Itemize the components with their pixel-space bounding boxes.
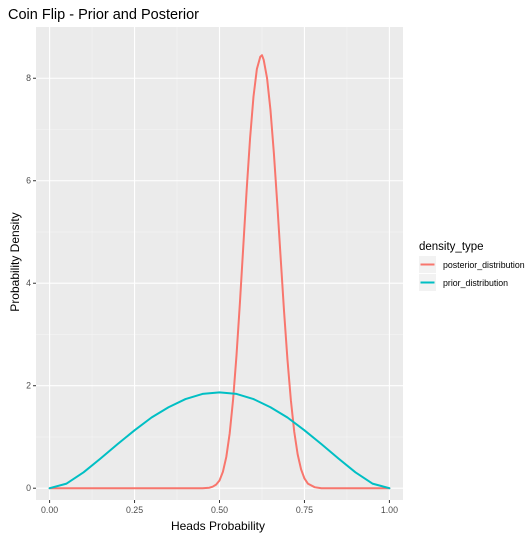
y-tick-label: 0	[26, 483, 31, 493]
y-axis-title: Probability Density	[8, 212, 22, 311]
x-tick-label: 0.50	[211, 505, 228, 515]
x-tick-label: 0.75	[296, 505, 313, 515]
legend-item-label: posterior_distribution	[443, 260, 525, 270]
x-tick-label: 0.25	[126, 505, 143, 515]
x-axis-title: Heads Probability	[171, 519, 265, 533]
legend: density_type posterior_distributionprior…	[419, 241, 525, 291]
y-tick-label: 2	[26, 381, 31, 391]
legend-title: density_type	[419, 241, 484, 253]
y-tick-label: 8	[26, 73, 31, 83]
x-tick-label: 0.00	[41, 505, 58, 515]
legend-item-label: prior_distribution	[443, 278, 508, 288]
series-line-prior_distribution	[48, 391, 391, 490]
y-tick-label: 6	[26, 176, 31, 186]
series-layer	[48, 54, 391, 490]
series-line-posterior_distribution	[48, 54, 391, 490]
x-tick-label: 1.00	[381, 505, 398, 515]
axes: 0.00 0.25 0.50 0.75 1.00 0 2 4 6 8	[26, 73, 398, 515]
grid	[36, 27, 403, 500]
y-tick-label: 4	[26, 278, 31, 288]
chart-title: Coin Flip - Prior and Posterior	[8, 7, 199, 23]
